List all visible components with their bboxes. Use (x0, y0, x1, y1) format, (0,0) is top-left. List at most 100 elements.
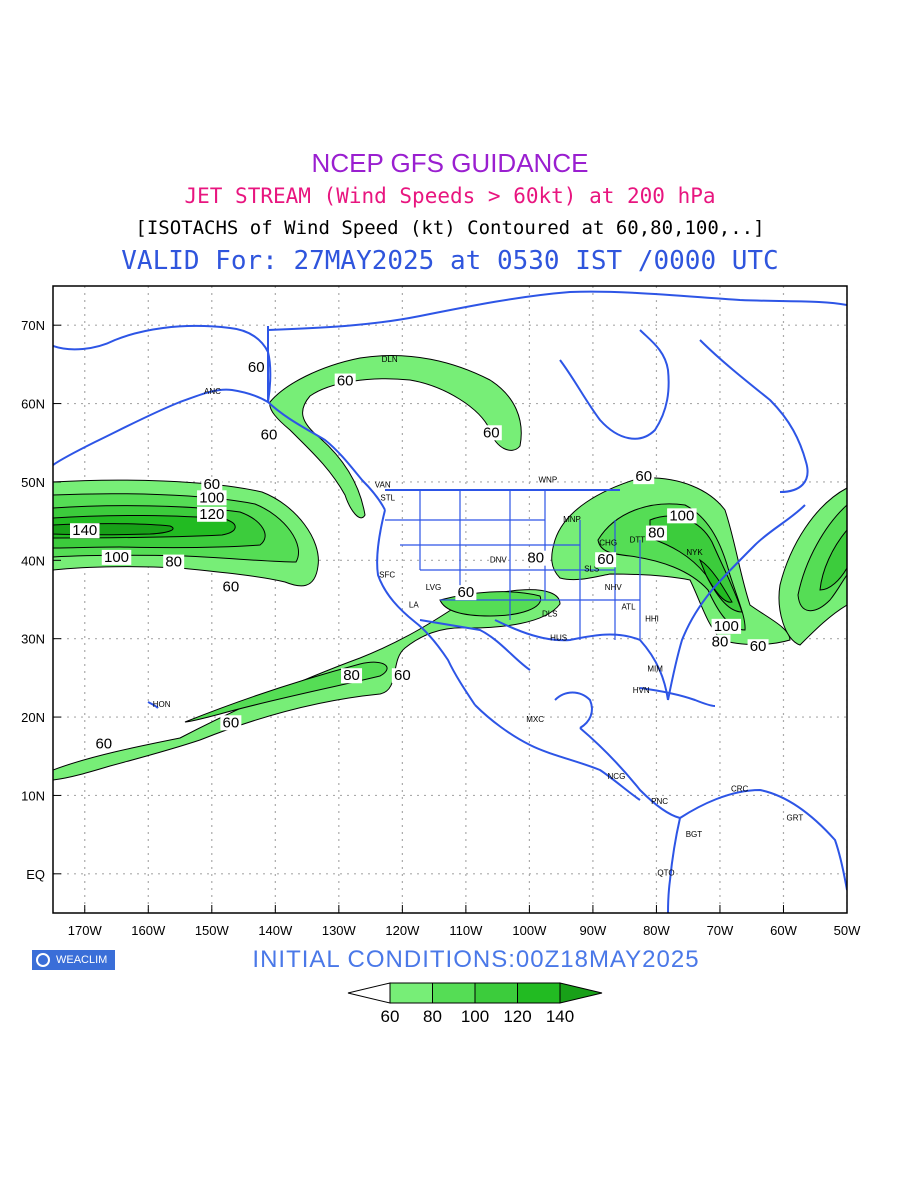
contour-label: 100 (714, 618, 739, 635)
lon-tick-label: 90W (580, 923, 607, 938)
lon-tick-label: 120W (385, 923, 420, 938)
lon-tick-label: 110W (449, 923, 483, 938)
station-label: PNC (651, 797, 668, 806)
lon-tick-label: 140W (258, 923, 293, 938)
contour-label-bg (525, 550, 547, 566)
contour-label: 120 (199, 506, 224, 523)
contour-label: 80 (527, 550, 544, 567)
station-label: ATL (621, 603, 636, 612)
contour-label-bg (667, 508, 697, 524)
jet-60-alaska (269, 355, 522, 519)
contour-label-bg (709, 634, 731, 650)
coast-hudson-bay (559, 329, 670, 440)
station-label: STL (380, 494, 395, 503)
contour-label: 60 (597, 551, 614, 568)
contour-label: 100 (199, 489, 224, 506)
contour-label-bg (197, 490, 227, 506)
station-labels: ANC DLN VAN STL WNP MNP DNV SFC LVG LA CHG SLS NHV DL… (153, 355, 804, 877)
contour-label-bg (201, 476, 223, 492)
station-label: ANC (204, 387, 221, 396)
initial-conditions: INITIAL CONDITIONS:00Z18MAY2025 (252, 946, 700, 973)
contour-label-bg (258, 427, 280, 443)
station-label: BGT (686, 830, 703, 839)
lon-tick-label: 150W (195, 923, 230, 938)
contour-label: 60 (635, 468, 652, 485)
legend-label: 120 (503, 1007, 531, 1026)
legend-swatch (347, 982, 391, 1004)
lat-tick-label: 50N (21, 475, 45, 490)
lon-tick-label: 70W (707, 923, 734, 938)
station-label: DLS (542, 610, 558, 619)
coast-us-east (667, 504, 806, 701)
station-label: MNP (563, 515, 581, 524)
contour-label: 60 (203, 476, 220, 493)
station-label: DLN (382, 355, 398, 364)
contour-label-bg (747, 639, 769, 655)
lat-tick-label: 10N (21, 788, 45, 803)
contour-label-bg (101, 549, 132, 565)
contour-label-bg (633, 469, 655, 485)
contour-label-bg (220, 715, 242, 731)
us-state-borders (385, 490, 641, 640)
coast-alaska-west (53, 324, 272, 466)
lat-tick-label: 60N (21, 397, 45, 412)
legend-swatch (559, 982, 603, 1004)
station-label: HHI (645, 614, 659, 623)
contour-label: 60 (337, 373, 354, 390)
contour-label: 60 (261, 427, 278, 444)
coast-gulf-alaska (267, 401, 386, 511)
legend-label: 140 (546, 1007, 574, 1026)
border-us-mexico (419, 619, 531, 671)
lat-tick-label: 70N (21, 318, 45, 333)
title-valid-time: VALID For: 27MAY2025 at 0530 IST /0000 U… (121, 246, 779, 276)
color-legend: 60 80 100 120 140 (347, 982, 603, 1026)
map-frame (52, 285, 848, 914)
lon-tick-label: 50W (834, 923, 861, 938)
legend-swatch (474, 982, 518, 1004)
contour-label-bg (391, 668, 413, 684)
lat-tick-label: 30N (21, 632, 45, 647)
contour-label-bg (93, 736, 115, 752)
station-label: LA (409, 600, 419, 609)
station-label: MXC (526, 715, 544, 724)
legend-label: 80 (423, 1007, 442, 1026)
lon-tick-label: 160W (131, 923, 166, 938)
station-label: HON (153, 700, 171, 709)
coast-us-west (376, 509, 476, 706)
axis-labels: 70N 60N 50N 40N 30N 20N 10N EQ 170W 160W 150W 140W 1… (21, 318, 861, 938)
title-product: JET STREAM (Wind Speeds > 60kt) at 200 h… (184, 184, 716, 208)
lon-tick-label: 80W (643, 923, 670, 938)
station-label: CRC (731, 785, 749, 794)
station-label: MIM (647, 665, 663, 674)
coast-mexico-west (474, 704, 641, 801)
station-label: QTO (657, 868, 674, 877)
contour-label-bg (197, 506, 227, 522)
weaclim-badge-text: WEACLIM (56, 954, 108, 966)
coast-labrador (699, 339, 809, 493)
coast-gulf (494, 619, 669, 701)
contour-label-bg (163, 554, 185, 570)
legend-swatch (389, 982, 433, 1004)
contour-label-bg (645, 525, 667, 541)
contour-label-bg (220, 579, 242, 595)
contour-label: 60 (95, 735, 112, 752)
station-label: SLS (584, 564, 599, 573)
legend-swatch (517, 982, 561, 1004)
legend-swatch (432, 982, 476, 1004)
coast-arctic (267, 290, 847, 331)
contour-label: 80 (712, 634, 729, 651)
lat-tick-label: 40N (21, 553, 45, 568)
contour-label: 80 (648, 525, 665, 542)
coast-hawaii (147, 701, 159, 709)
jet-80-atlantic (797, 504, 847, 612)
jet-120-greatlakes (698, 558, 733, 603)
coastlines (53, 290, 847, 913)
lon-tick-label: 100W (512, 923, 547, 938)
contour-label: 60 (223, 714, 240, 731)
station-label: VAN (375, 480, 391, 489)
station-label: SFC (379, 571, 395, 580)
station-label: NYK (686, 548, 703, 557)
contour-label: 140 (72, 522, 97, 539)
coast-south-america-west (667, 817, 681, 913)
